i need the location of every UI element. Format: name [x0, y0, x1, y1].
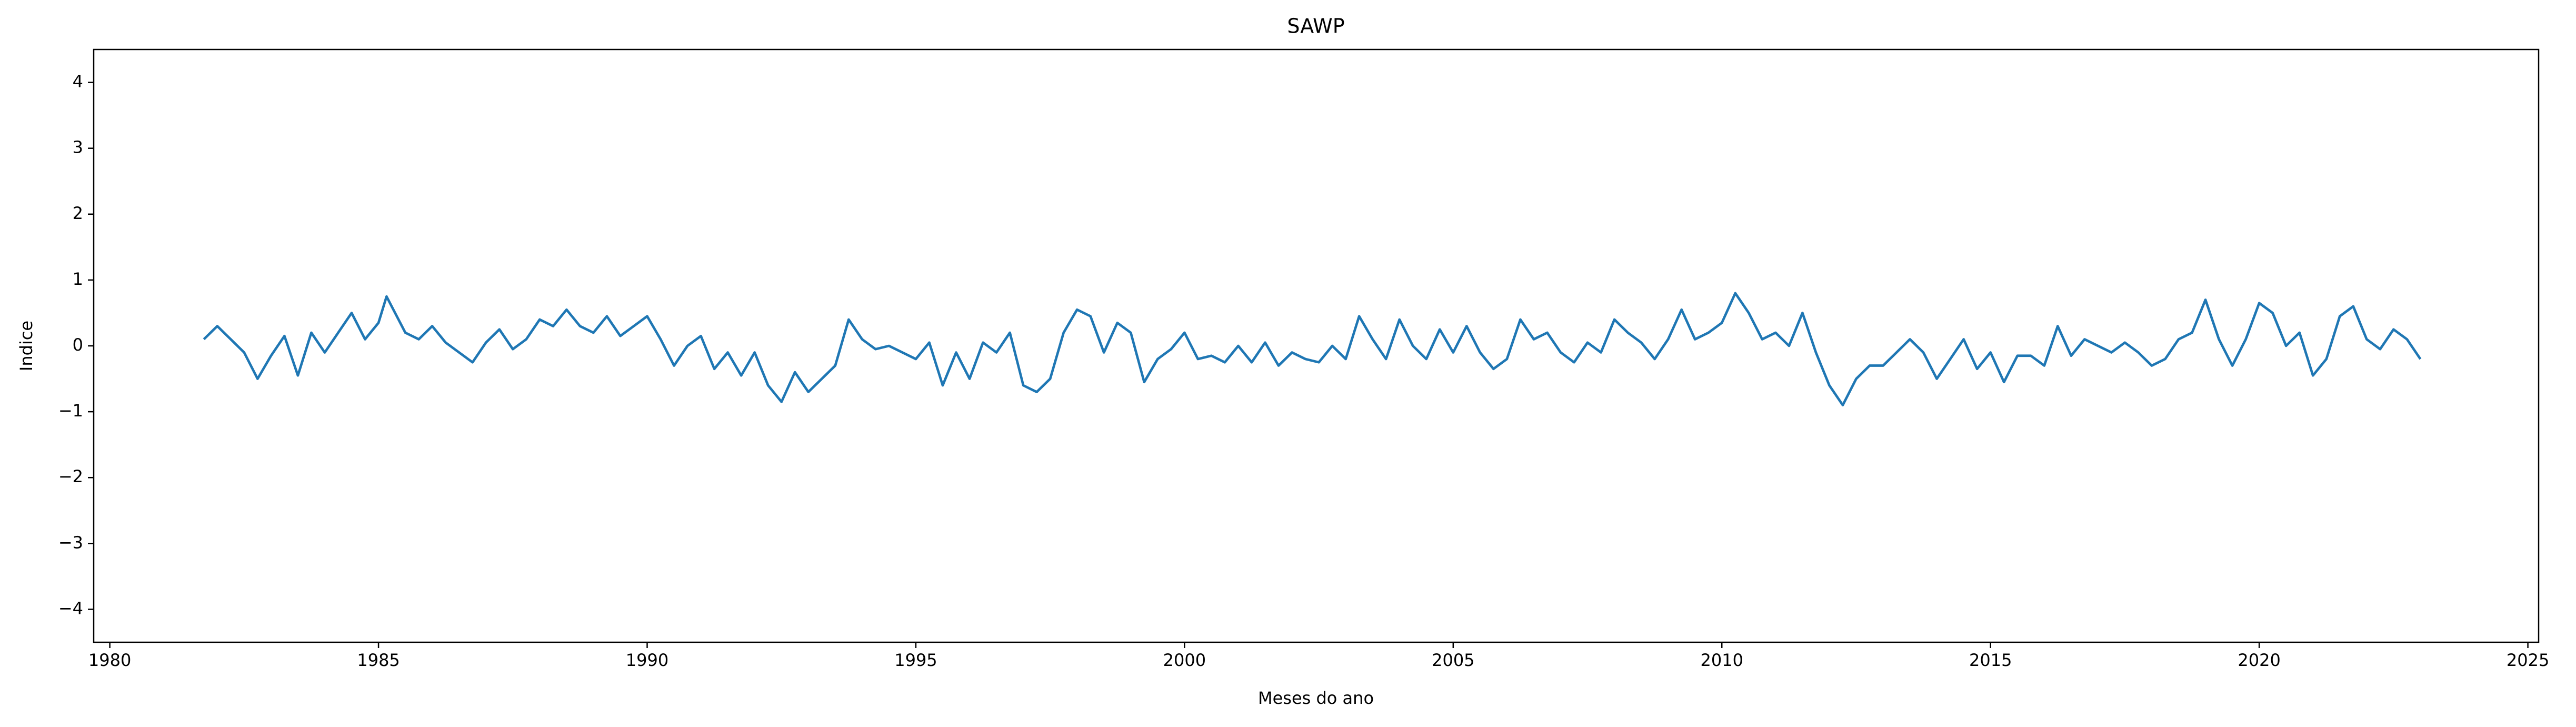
- y-tick-label: 0: [73, 335, 83, 355]
- chart-title: SAWP: [1287, 15, 1344, 38]
- y-tick-label: 4: [73, 72, 83, 92]
- x-tick-label: 2020: [2238, 650, 2280, 670]
- data-line: [203, 292, 2422, 406]
- x-tick-label: 2025: [2507, 650, 2549, 670]
- x-axis-label: Meses do ano: [1258, 688, 1374, 708]
- x-tick-label: 1985: [357, 650, 400, 670]
- y-axis-label: Indice: [16, 321, 36, 371]
- x-tick-label: 1990: [626, 650, 668, 670]
- y-tick-label: −4: [58, 598, 83, 618]
- plot-frame: [93, 48, 2540, 643]
- y-tick-label: −2: [58, 466, 83, 486]
- x-tick-label: 1980: [88, 650, 131, 670]
- y-tick-label: 3: [73, 137, 83, 157]
- x-tick-label: 2015: [1969, 650, 2012, 670]
- y-tick-label: −3: [58, 532, 83, 552]
- y-tick-label: −1: [58, 401, 83, 421]
- x-tick-label: 1995: [894, 650, 937, 670]
- x-tick-label: 2000: [1163, 650, 1206, 670]
- x-tick-label: 2005: [1432, 650, 1474, 670]
- x-tick-label: 2010: [1701, 650, 1743, 670]
- y-tick-label: 1: [73, 269, 83, 289]
- y-tick-label: 2: [73, 203, 83, 223]
